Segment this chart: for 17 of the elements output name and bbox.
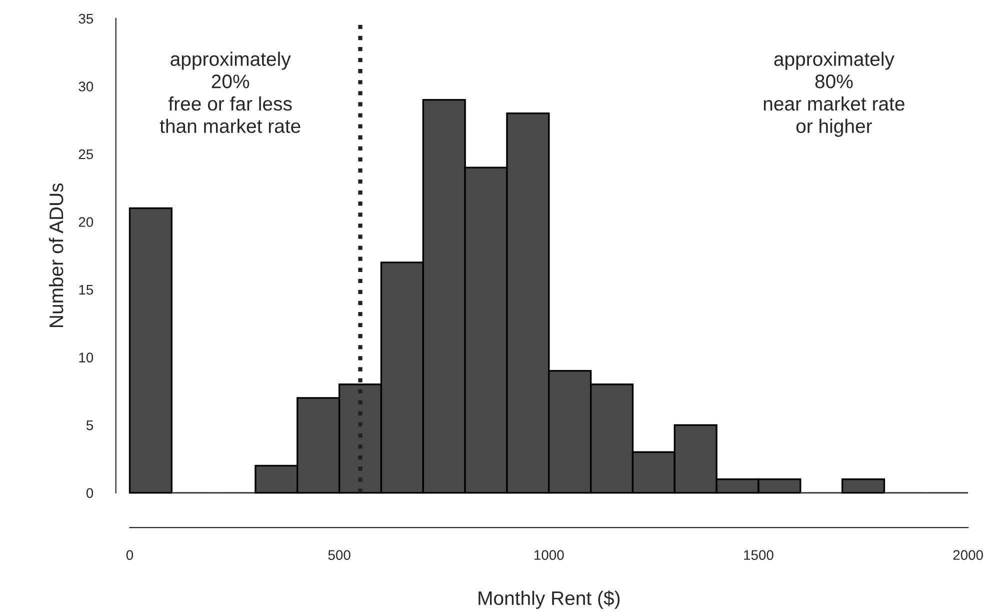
- y-tick-label: 20: [78, 217, 94, 227]
- y-tick-label: 0: [86, 488, 94, 498]
- annotation: approximately 80% near market rate or higher: [764, 52, 904, 137]
- y-tick-label: 35: [78, 14, 94, 24]
- y-tick-label: 15: [79, 284, 94, 295]
- x-tick-label: 0: [126, 550, 134, 560]
- y-tick-label: 10: [79, 352, 94, 362]
- y-tick-label: 5: [86, 420, 94, 430]
- annotation: approximately 20% free or far less than market rate: [160, 52, 300, 134]
- y-axis-title: Number of ADUs: [48, 183, 64, 327]
- x-tick-label: 500: [328, 550, 350, 560]
- x-tick-label: 2000: [953, 550, 983, 560]
- x-tick-label: 1500: [744, 550, 774, 560]
- x-axis-title: Monthly Rent ($): [478, 590, 620, 609]
- y-tick-label: 25: [78, 149, 94, 160]
- y-tick-label: 30: [78, 82, 94, 92]
- x-tick-label: 1000: [534, 550, 564, 560]
